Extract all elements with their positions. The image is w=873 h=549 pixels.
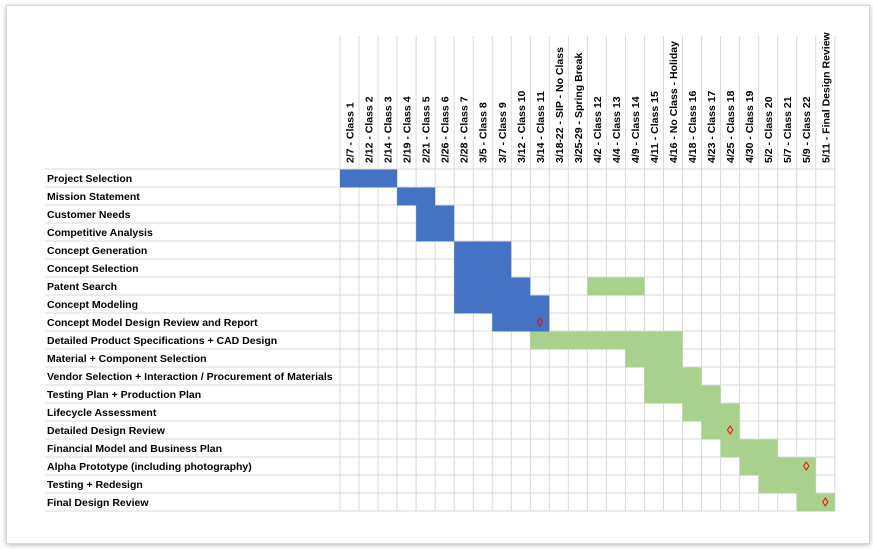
task-label: Final Design Review	[47, 497, 149, 509]
column-header-label: 4/2 - Class 12	[592, 96, 604, 163]
task-label: Concept Modeling	[47, 299, 138, 311]
milestone-marker	[822, 497, 829, 507]
task-label: Mission Statement	[47, 191, 140, 203]
gantt-chart-sheet: Project Selection Mission Statement Custom…	[6, 5, 870, 544]
completed-task-bar	[454, 277, 531, 296]
task-label: Testing + Redesign	[47, 479, 143, 491]
column-header-label: 3/18-22 - SIP - No Class	[554, 47, 566, 163]
column-header-label: 3/14 - Class 11	[535, 91, 547, 163]
column-header-label: 2/14 - Class 3	[383, 96, 395, 163]
completed-task-bar	[492, 313, 550, 332]
completed-task-bar	[416, 223, 455, 242]
column-header-label: 3/12 - Class 10	[516, 90, 528, 163]
planned-task-bar	[587, 277, 645, 296]
milestones	[536, 317, 829, 507]
column-header-label: 2/26 - Class 6	[440, 96, 452, 163]
task-label: Concept Model Design Review and Report	[47, 317, 258, 329]
completed-task-bar	[340, 169, 398, 188]
column-header-label: 4/18 - Class 16	[687, 90, 699, 163]
planned-task-bar	[701, 421, 740, 440]
column-header-label: 2/21 - Class 5	[421, 96, 433, 163]
planned-task-bar	[739, 457, 816, 476]
task-label: Lifecycle Assessment	[47, 407, 157, 419]
column-headers: 2/7 - Class 1 2/12 - Class 2 2/14 - Class …	[345, 31, 833, 163]
column-header-label: 4/9 - Class 14	[630, 96, 642, 163]
task-label: Customer Needs	[47, 209, 131, 221]
task-label: Alpha Prototype (including photography)	[47, 461, 252, 473]
planned-task-bar	[644, 367, 702, 386]
planned-task-bar	[720, 439, 778, 458]
column-header-label: 4/4 - Class 13	[611, 96, 623, 163]
planned-task-bar	[625, 349, 683, 368]
task-labels: Project Selection Mission Statement Custom…	[47, 173, 333, 509]
column-header-label: 5/2 - Class 20	[763, 96, 775, 163]
completed-task-bar	[416, 205, 455, 224]
planned-task-bar	[644, 385, 721, 404]
column-header-label: 2/12 - Class 2	[364, 96, 376, 163]
column-header-label: 3/5 - Class 8	[478, 102, 490, 163]
gantt-chart: Project Selection Mission Statement Custom…	[45, 31, 836, 512]
column-header-label: 4/23 - Class 17	[706, 90, 718, 163]
completed-task-bar	[454, 259, 512, 278]
column-header-label: 5/9 - Class 22	[801, 96, 813, 163]
column-header-label: 4/30 - Class 19	[744, 90, 756, 163]
column-header-label: 4/11 - Class 15	[649, 91, 661, 163]
task-label: Patent Search	[47, 281, 117, 293]
column-header-label: 2/19 - Class 4	[402, 96, 414, 163]
planned-task-bar	[796, 493, 835, 512]
task-label: Material + Component Selection	[47, 353, 207, 365]
column-header-label: 3/7 - Class 9	[497, 102, 509, 163]
task-label: Financial Model and Business Plan	[47, 443, 222, 455]
column-header-label: 2/28 - Class 7	[459, 96, 471, 163]
column-header-label: 3/25-29 - Spring Break	[573, 53, 585, 163]
task-label: Detailed Design Review	[47, 425, 166, 437]
task-label: Detailed Product Specifications + CAD De…	[47, 335, 277, 347]
planned-task-bar	[530, 331, 683, 350]
column-header-label: 5/7 - Class 21	[782, 96, 794, 163]
completed-task-bar	[454, 241, 512, 260]
task-label: Vendor Selection + Interaction / Procure…	[47, 371, 333, 383]
task-label: Concept Selection	[47, 263, 139, 275]
milestone-marker	[726, 425, 734, 435]
column-header-label: 4/16 - No Class - Holiday	[668, 41, 680, 163]
planned-task-bar	[682, 403, 740, 422]
planned-task-bar	[758, 475, 816, 494]
column-header-label: 4/25 - Class 18	[725, 90, 737, 163]
task-bars	[340, 169, 835, 512]
task-label: Testing Plan + Production Plan	[47, 389, 201, 401]
milestone-marker	[803, 461, 810, 471]
task-label: Concept Generation	[47, 245, 147, 257]
task-label: Competitive Analysis	[47, 227, 153, 239]
completed-task-bar	[454, 295, 550, 314]
task-label: Project Selection	[47, 173, 132, 185]
milestone-marker	[536, 317, 544, 327]
column-header-label: 5/11 - Final Design Review	[820, 31, 832, 163]
completed-task-bar	[397, 187, 436, 206]
column-header-label: 2/7 - Class 1	[345, 102, 357, 163]
